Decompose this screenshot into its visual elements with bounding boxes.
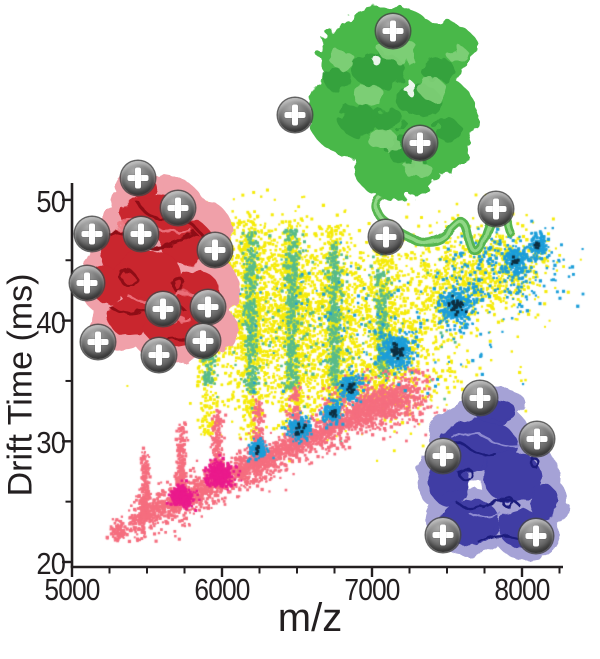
- charge-plus-icon: [191, 290, 225, 324]
- y-tick-label: 40: [36, 304, 65, 340]
- charge-plus-icon: [426, 518, 460, 552]
- charge-plus-icon: [376, 14, 410, 48]
- charge-plus-icon: [121, 161, 155, 195]
- charge-plus-icon: [426, 439, 460, 473]
- charge-plus-icon: [161, 191, 195, 225]
- charge-plus-icon: [146, 292, 180, 326]
- charge-plus-icon: [369, 220, 403, 254]
- y-tick-label: 20: [36, 546, 65, 581]
- x-tick-label: 5000: [44, 572, 100, 607]
- charge-plus-icon: [124, 217, 158, 251]
- y-tick-label: 30: [36, 425, 65, 461]
- charge-plus-icon: [463, 381, 497, 415]
- x-tick-label: 8000: [494, 572, 550, 607]
- charge-plus-icon: [520, 422, 554, 456]
- charge-plus-icon: [81, 325, 115, 359]
- charge-plus-icon: [479, 192, 513, 226]
- charge-plus-icon: [278, 98, 312, 132]
- x-tick-label: 6000: [194, 572, 250, 607]
- x-tick-label: 7000: [344, 572, 400, 607]
- charge-plus-icon: [186, 324, 220, 358]
- charge-plus-icon: [70, 266, 104, 300]
- x-axis-title: m/z: [277, 596, 343, 640]
- charge-plus-icon: [198, 233, 232, 267]
- charge-plus-icon: [519, 519, 553, 553]
- y-tick-label: 50: [36, 183, 65, 219]
- charge-plus-icon: [142, 338, 176, 372]
- charge-plus-icon: [75, 217, 109, 251]
- charge-plus-icon: [403, 126, 437, 160]
